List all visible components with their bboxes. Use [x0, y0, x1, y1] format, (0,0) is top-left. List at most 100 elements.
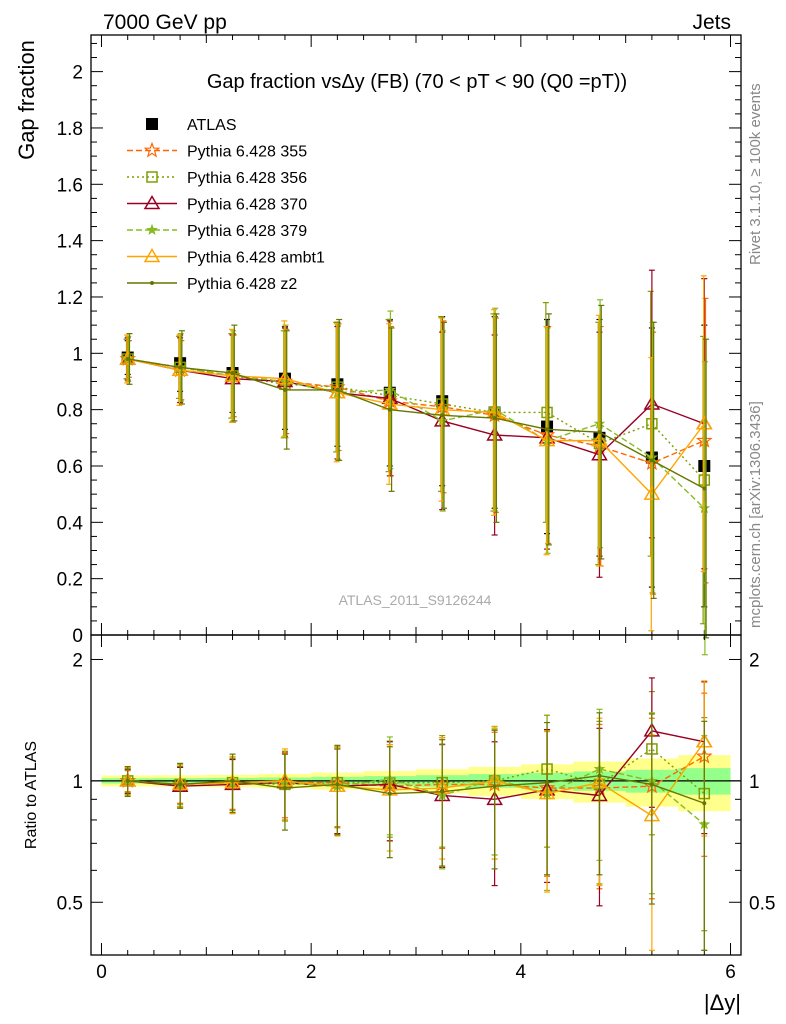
data-point — [383, 383, 396, 396]
ratio-point — [492, 784, 497, 789]
y-tick-label-right: 0.5 — [749, 893, 775, 914]
ratio-error-bar — [229, 753, 236, 814]
x-tick-label: 0 — [96, 962, 107, 983]
legend-entry: Pythia 6.428 355 — [127, 141, 307, 161]
y-tick-label-right: 1 — [749, 772, 760, 793]
series-atlas — [121, 316, 711, 608]
y-tick-label: 0.2 — [57, 570, 83, 591]
ratio-error-bar — [596, 712, 603, 876]
legend-entry: Pythia 6.428 z2 — [127, 276, 297, 293]
ratio-point — [649, 782, 654, 787]
ratio-error-bar — [386, 746, 393, 859]
series-pythia-6-428-356 — [121, 290, 711, 625]
series-line — [127, 358, 705, 496]
ratio-plot-panel: 0.5 0.5 1 1 2 2 Ratio to ATLAS 0 2 4 6 |Δy| — [23, 634, 775, 1015]
ratio-error-bar — [544, 721, 551, 876]
y-tick-label: 1.2 — [57, 288, 83, 309]
x-tick-label: 4 — [516, 962, 527, 983]
x-tick-label: 6 — [725, 962, 736, 983]
data-point — [597, 430, 602, 435]
legend-entry: Pythia 6.428 370 — [127, 195, 307, 214]
ratio-point — [702, 801, 707, 806]
ratio-line — [127, 730, 705, 801]
analysis-watermark: ATLAS_2011_S9126244 — [339, 592, 492, 608]
series-line — [127, 358, 705, 490]
data-point — [538, 432, 556, 447]
legend-label: Pythia 6.428 355 — [187, 144, 307, 161]
ratio-point — [440, 789, 445, 794]
y-tick-label: 2 — [72, 650, 83, 671]
y-tick-label: 0.4 — [57, 513, 84, 534]
data-point — [178, 365, 183, 370]
ratio-error-bar — [648, 713, 655, 905]
y-tick-label-right: 2 — [749, 650, 760, 671]
data-point — [702, 486, 707, 491]
legend-label: Pythia 6.428 ambt1 — [187, 250, 325, 267]
y-tick-label: 1.6 — [57, 175, 83, 196]
data-point — [440, 413, 445, 418]
data-point — [335, 387, 340, 392]
series-line — [127, 358, 705, 464]
ratio-series-pythia-6-428-z2 — [124, 712, 708, 951]
series-pythia-6-428-355 — [119, 297, 713, 595]
data-point — [387, 407, 392, 412]
legend-marker — [146, 118, 158, 130]
legend-entry: ATLAS — [146, 117, 237, 134]
data-point — [591, 432, 608, 447]
legend-marker — [146, 171, 158, 183]
ratio-error-bar — [701, 720, 708, 951]
data-point — [696, 415, 713, 430]
ratio-series-group — [119, 677, 713, 951]
x-tick-label: 2 — [306, 962, 317, 983]
ratio-line — [127, 741, 705, 817]
plot-title: Gap fraction vsΔy (FB) (70 < pT < 90 (Q0… — [207, 71, 627, 93]
data-point — [492, 416, 497, 421]
y-tick-label: 1 — [72, 344, 83, 365]
series-line — [127, 358, 705, 456]
y-tick-label: 0.6 — [57, 457, 83, 478]
legend-label: Pythia 6.428 z2 — [187, 276, 297, 293]
y-tick-label: 1 — [72, 772, 83, 793]
legend-marker — [143, 248, 161, 263]
rivet-label: Rivet 3.1.10, ≥ 100k events — [747, 83, 764, 265]
ratio-series-pythia-6-428-379 — [121, 708, 711, 951]
y-tick-label: 0.8 — [57, 401, 83, 422]
series-line — [127, 358, 705, 509]
y-tick-label: 0 — [72, 626, 83, 647]
legend-label: Pythia 6.428 370 — [187, 197, 307, 214]
ratio-error-bar — [334, 744, 341, 836]
data-point — [649, 458, 654, 463]
ratio-point — [125, 778, 130, 783]
ratio-line — [127, 774, 705, 804]
y-tick-label: 0.5 — [57, 893, 83, 914]
data-point — [545, 427, 550, 432]
process-label: Jets — [692, 11, 731, 34]
y-tick-label: 1.4 — [57, 232, 84, 253]
mcplots-label: mcplots.cern.ch [arXiv:1306.3436] — [747, 401, 764, 628]
ratio-point — [282, 786, 287, 791]
legend-entry: Pythia 6.428 356 — [127, 170, 307, 187]
legend: ATLAS Pythia 6.428 355 Pythia 6.428 356 Pyt… — [127, 117, 325, 293]
series-pythia-6-428-370 — [119, 269, 713, 578]
legend-entry: Pythia 6.428 ambt1 — [127, 248, 325, 267]
data-point — [230, 371, 235, 376]
legend-label: ATLAS — [187, 117, 237, 134]
y-tick-label: 2 — [72, 63, 83, 84]
ratio-point — [387, 791, 392, 796]
ratio-y-axis-title: Ratio to ATLAS — [23, 741, 40, 849]
energy-label: 7000 GeV pp — [103, 11, 227, 34]
series-pythia-6-428-z2 — [125, 304, 710, 639]
data-point — [276, 370, 294, 385]
main-plot-panel: 0 0.2 0.4 0.6 0.8 1 1.2 1.4 1.6 1.8 2 Gap fraction G… — [14, 34, 742, 656]
ratio-point — [178, 782, 183, 787]
legend-marker — [143, 195, 161, 210]
data-point — [171, 361, 189, 376]
data-point — [125, 356, 130, 361]
data-point — [119, 350, 136, 365]
ratio-point — [545, 780, 550, 785]
ratio-error-bar — [439, 739, 446, 867]
series-line — [127, 358, 705, 481]
x-axis-title: |Δy| — [704, 990, 741, 1015]
ratio-point — [230, 778, 235, 783]
